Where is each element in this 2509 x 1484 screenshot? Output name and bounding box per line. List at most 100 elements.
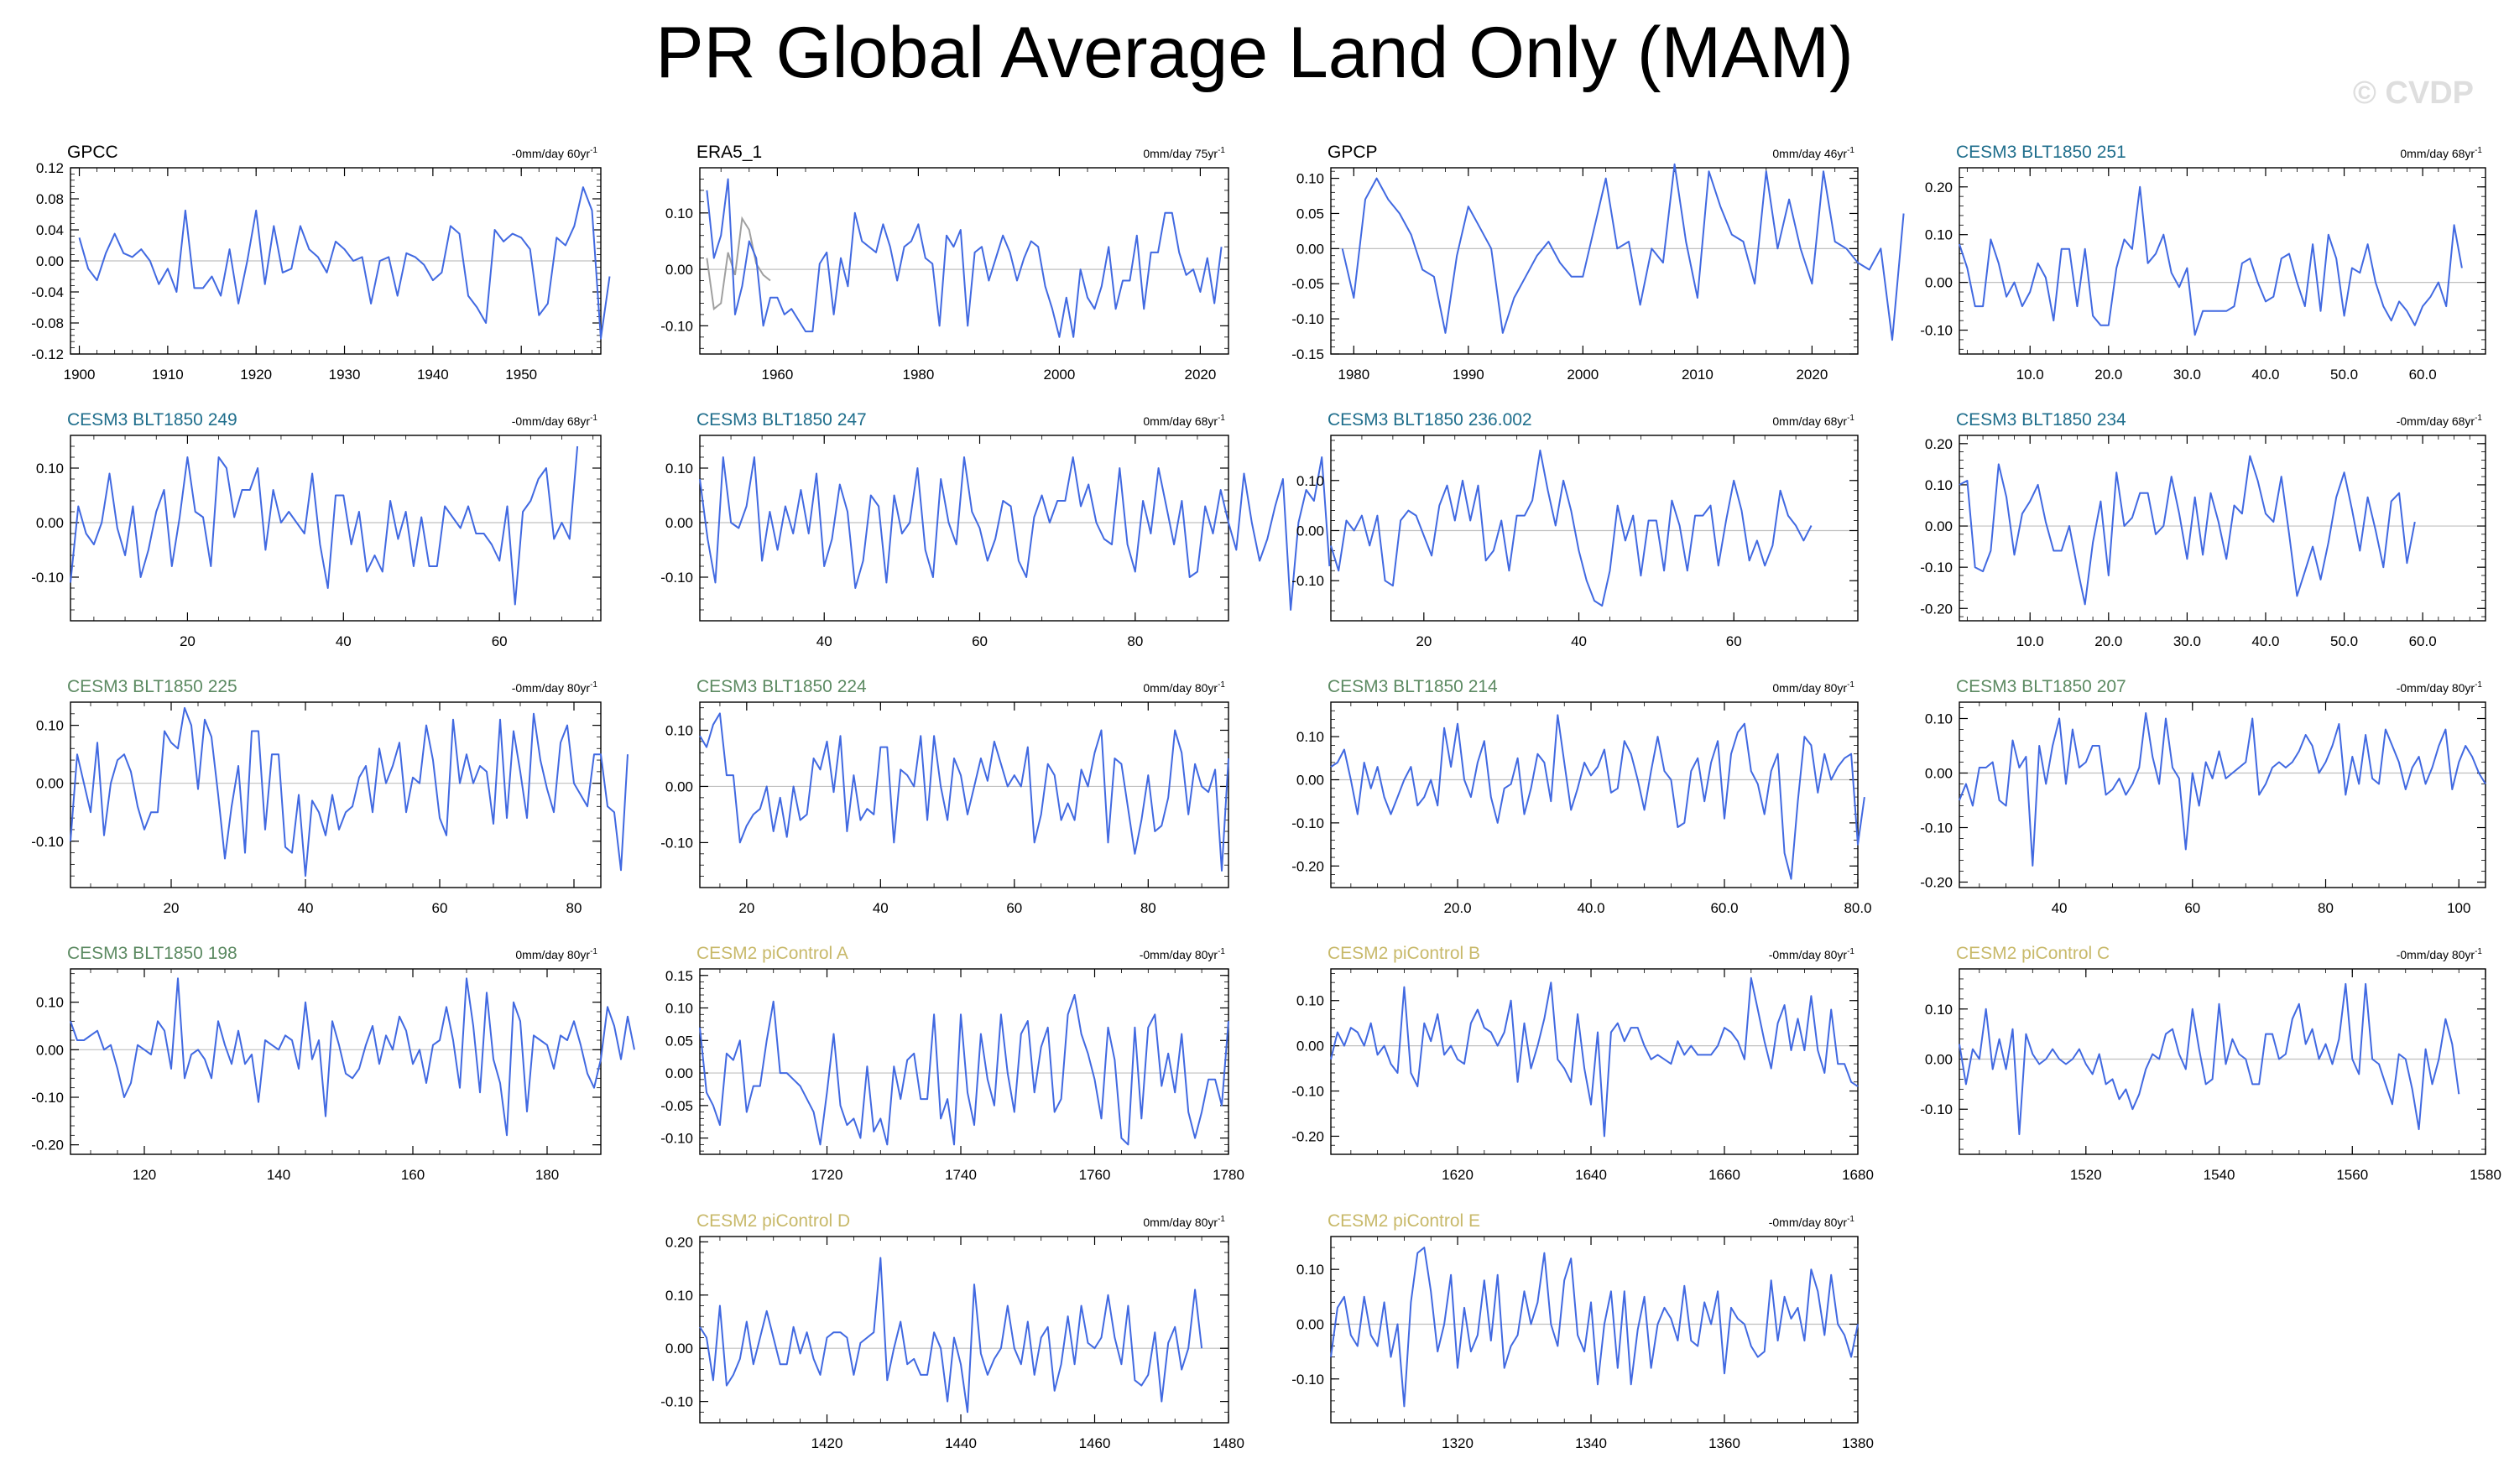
trend-exponent: -1 (1218, 680, 1225, 690)
y-tick-label: -0.10 (31, 1090, 64, 1106)
x-tick-label: 180 (535, 1167, 559, 1183)
x-tick-label: 100 (2447, 900, 2470, 916)
chart-panel: CESM3 BLT1850 198 0mm/day 80yr-1 0.10 0.00 -… (31, 944, 635, 1183)
trend-exponent: -1 (1847, 680, 1854, 690)
plot-frame (1330, 167, 1859, 355)
x-tick-label: 60.0 (1710, 900, 1738, 916)
x-tick-label: 1480 (1213, 1435, 1244, 1451)
x-tick-label: 60 (2184, 900, 2200, 916)
trend-exponent: -1 (1847, 414, 1854, 423)
y-tick-label: 0.10 (1925, 227, 1953, 243)
chart-title: CESM3 BLT1850 236.002 (1328, 410, 1532, 430)
trend-exponent: -1 (1218, 1215, 1225, 1224)
x-tick-label: 40 (1571, 633, 1587, 649)
x-tick-label: 1540 (2204, 1167, 2235, 1183)
trend-label: -0mm/day 80yr-1 (512, 680, 598, 695)
x-tick-label: 20 (1416, 633, 1432, 649)
trend-label: -0mm/day 80yr-1 (2397, 947, 2483, 961)
x-tick-label: 60.0 (2409, 367, 2437, 383)
y-tick-label: -0.20 (1920, 875, 1953, 891)
trend-text: 0mm/day 75yr (1143, 147, 1218, 160)
y-tick-label: 0.05 (1296, 206, 1324, 221)
chart-title: CESM3 BLT1850 225 (67, 677, 237, 696)
trend-exponent: -1 (2475, 414, 2482, 423)
y-tick-label: 0.00 (665, 1065, 693, 1081)
trend-label: 0mm/day 75yr-1 (1143, 146, 1225, 160)
trend-exponent: -1 (2475, 680, 2482, 690)
chart-title: CESM2 piControl E (1328, 1211, 1480, 1231)
plot-frame (699, 1236, 1229, 1424)
chart-panel: CESM2 piControl B -0mm/day 80yr-1 0.10 0.00… (1291, 944, 1874, 1183)
chart-panel: CESM2 piControl E -0mm/day 80yr-1 0.10 0.00… (1291, 1211, 1874, 1451)
y-tick-label: 0.00 (36, 1042, 64, 1058)
y-tick-label: 0.00 (36, 776, 64, 792)
x-tick-label: 60 (492, 633, 508, 649)
y-tick-label: 0.10 (1296, 1262, 1324, 1278)
trend-label: -0mm/day 80yr-1 (1140, 947, 1226, 961)
chart-title: CESM2 piControl C (1956, 944, 2110, 963)
chart-title: CESM2 piControl D (696, 1211, 850, 1231)
trend-exponent: -1 (2475, 146, 2482, 155)
page-title: PR Global Average Land Only (MAM) (655, 13, 1854, 93)
x-tick-label: 40.0 (2251, 367, 2279, 383)
x-tick-label: 1460 (1079, 1435, 1111, 1451)
x-tick-label: 1640 (1575, 1167, 1607, 1183)
trend-label: -0mm/day 80yr-1 (1769, 1215, 1855, 1229)
y-tick-label: -0.10 (31, 570, 64, 586)
plot-frame (70, 435, 602, 622)
y-tick-label: -0.10 (1291, 573, 1324, 589)
y-tick-label: -0.20 (1291, 1128, 1324, 1144)
y-tick-label: -0.10 (660, 835, 693, 851)
x-tick-label: 1620 (1442, 1167, 1474, 1183)
series-line (78, 186, 611, 340)
trend-text: -0mm/day 80yr (2397, 948, 2475, 961)
trend-text: -0mm/day 80yr (1140, 948, 1218, 961)
series-line (699, 994, 1229, 1146)
y-tick-label: 0.12 (36, 160, 64, 176)
series-line (1330, 976, 1859, 1138)
x-tick-label: 40 (2052, 900, 2068, 916)
trend-exponent: -1 (590, 680, 597, 690)
chart-title: CESM3 BLT1850 214 (1328, 677, 1498, 696)
x-tick-label: 30.0 (2173, 367, 2201, 383)
y-tick-label: -0.08 (31, 315, 64, 331)
trend-label: -0mm/day 80yr-1 (1769, 947, 1855, 961)
y-tick-label: 0.00 (1296, 241, 1324, 257)
chart-panel: CESM3 BLT1850 224 0mm/day 80yr-1 0.10 0.00 -… (660, 677, 1229, 916)
x-tick-label: 2020 (1184, 367, 1216, 383)
trend-exponent: -1 (590, 947, 597, 956)
x-tick-label: 1420 (811, 1435, 843, 1451)
chart-panel: CESM3 BLT1850 207 -0mm/day 80yr-1 0.10 0.00… (1920, 677, 2486, 916)
y-tick-label: -0.15 (1291, 346, 1324, 362)
x-tick-label: 80 (1140, 900, 1156, 916)
y-tick-label: -0.10 (31, 834, 64, 850)
plot-frame (1959, 435, 2486, 622)
y-tick-label: -0.12 (31, 346, 64, 362)
y-tick-label: -0.10 (1291, 815, 1324, 831)
y-tick-label: 0.00 (1925, 518, 1953, 534)
x-tick-label: 40.0 (2251, 633, 2279, 649)
x-tick-label: 10.0 (2016, 633, 2044, 649)
chart-panel: GPCP 0mm/day 46yr-1 0.10 0.05 0.00 -0.05 -0.10… (1291, 143, 1905, 383)
y-tick-label: 0.20 (665, 1234, 693, 1250)
chart-panel: CESM3 BLT1850 249 -0mm/day 68yr-1 0.10 0.00… (31, 410, 602, 649)
trend-text: 0mm/day 80yr (1772, 681, 1847, 695)
series-line (70, 977, 635, 1137)
series-line (699, 1257, 1203, 1414)
trend-exponent: -1 (1218, 414, 1225, 423)
y-tick-label: -0.10 (660, 1131, 693, 1147)
y-tick-label: 0.10 (665, 722, 693, 738)
trend-text: -0mm/day 80yr (1769, 1216, 1848, 1229)
y-tick-label: 0.10 (36, 995, 64, 1011)
x-tick-label: 60.0 (2409, 633, 2437, 649)
trend-label: -0mm/day 68yr-1 (2397, 414, 2483, 428)
y-tick-label: -0.10 (1291, 311, 1324, 327)
trend-text: -0mm/day 68yr (512, 414, 591, 428)
y-tick-label: 0.20 (1925, 180, 1953, 195)
y-tick-label: -0.10 (1920, 820, 1953, 836)
x-tick-label: 2000 (1567, 367, 1599, 383)
x-tick-label: 10.0 (2016, 367, 2044, 383)
chart-title: CESM3 BLT1850 249 (67, 410, 237, 430)
x-tick-label: 1580 (2470, 1167, 2501, 1183)
series-line (1959, 455, 2416, 606)
